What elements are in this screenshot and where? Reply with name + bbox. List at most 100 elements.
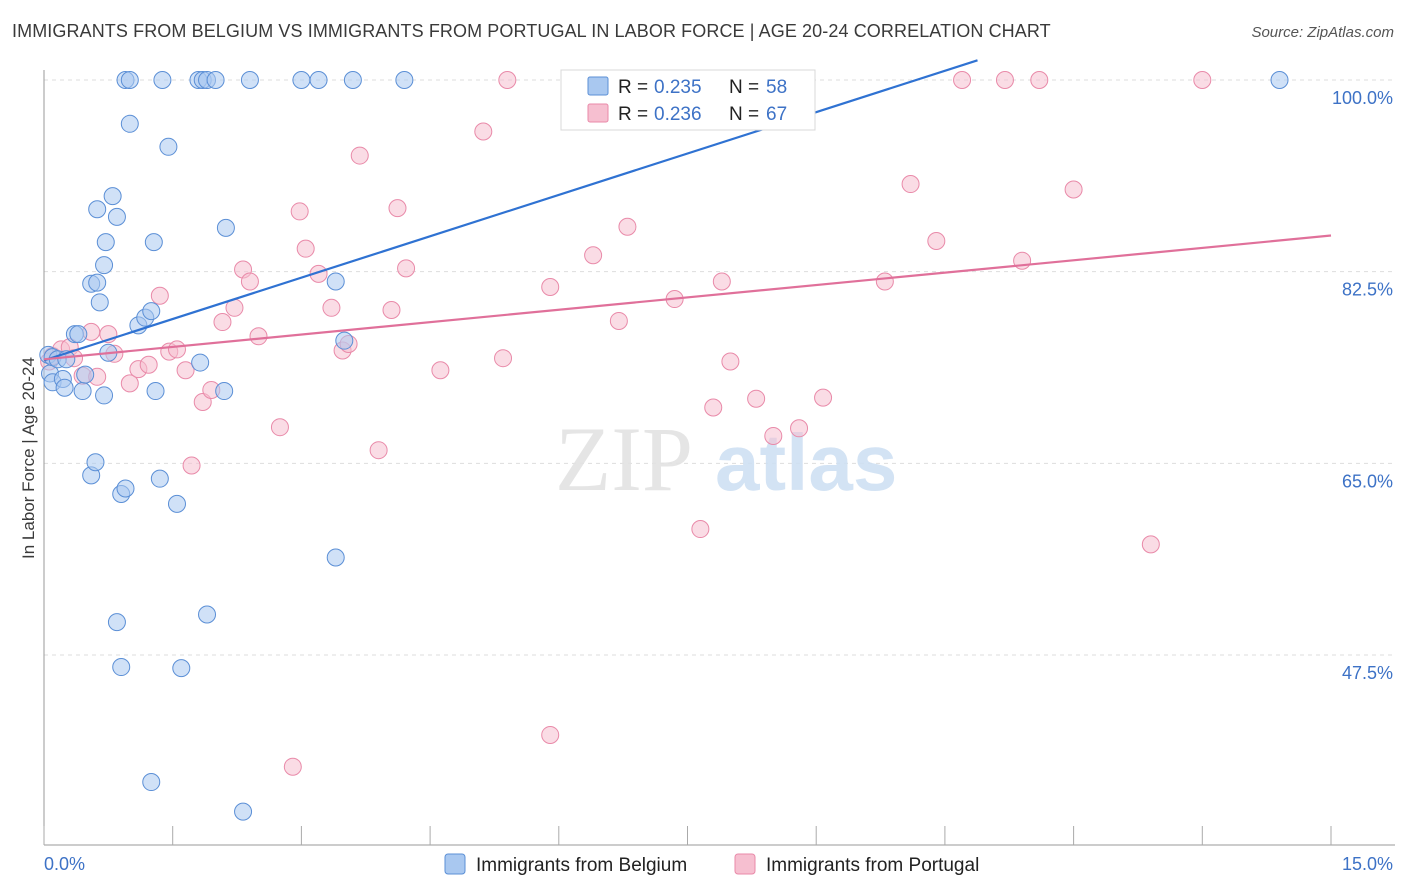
legend-n-label-belgium: N = <box>729 77 759 98</box>
portugal-point <box>240 272 259 291</box>
legend-n-value-belgium: 58 <box>766 77 787 98</box>
x-tick-label-max: 15.0% <box>1342 854 1393 874</box>
x-ticks <box>43 826 1332 845</box>
portugal-point <box>901 175 920 194</box>
portugal-point <box>1064 180 1083 199</box>
portugal-point <box>1193 71 1212 89</box>
belgium-point <box>309 71 328 89</box>
portugal-point <box>213 313 232 332</box>
portugal-point <box>747 389 766 408</box>
portugal-point <box>995 71 1014 89</box>
portugal-point <box>283 757 302 776</box>
belgium-point <box>343 71 362 89</box>
chart-title: IMMIGRANTS FROM BELGIUM VS IMMIGRANTS FR… <box>12 21 1051 41</box>
portugal-point <box>120 374 139 393</box>
legend-r-label-belgium: R = <box>618 77 648 98</box>
belgium-point <box>86 453 105 472</box>
trend-lines <box>43 59 1332 362</box>
portugal-trend-line <box>43 234 1332 361</box>
belgium-point <box>159 137 178 156</box>
portugal-point <box>609 311 628 330</box>
belgium-point <box>96 233 115 252</box>
y-tick-label: 100.0% <box>1332 88 1393 108</box>
legend-n-value-portugal: 67 <box>766 104 787 125</box>
series-legend-swatch-portugal <box>734 853 756 875</box>
belgium-point <box>76 365 95 384</box>
belgium-point <box>153 71 172 89</box>
y-tick-labels: 100.0% 82.5% 65.0% 47.5% <box>1332 88 1393 683</box>
y-axis-label: In Labor Force | Age 20-24 <box>19 357 38 559</box>
portugal-point <box>712 272 731 291</box>
belgium-point <box>95 256 114 275</box>
portugal-point <box>167 340 186 359</box>
belgium-point <box>234 802 253 821</box>
belgium-point <box>107 613 126 632</box>
portugal-point <box>1141 535 1160 554</box>
stats-legend: R = 0.235 N = 58 R = 0.236 N = 67 <box>560 69 816 131</box>
portugal-point <box>322 298 341 317</box>
belgium-point <box>240 71 259 89</box>
chart-source: Source: ZipAtlas.com <box>1251 24 1394 41</box>
portugal-point <box>350 146 369 165</box>
y-tick-label: 47.5% <box>1342 663 1393 683</box>
belgium-point <box>326 272 345 291</box>
belgium-point <box>90 293 109 312</box>
portugal-point <box>290 202 309 221</box>
portugal-point <box>953 71 972 89</box>
portugal-point <box>474 122 493 141</box>
legend-r-label-portugal: R = <box>618 104 648 125</box>
y-tick-label: 65.0% <box>1342 471 1393 491</box>
belgium-point <box>146 382 165 401</box>
portugal-point <box>790 419 809 438</box>
portugal-point <box>721 352 740 371</box>
portugal-point <box>249 327 268 346</box>
belgium-point <box>1270 71 1289 89</box>
legend-n-label-portugal: N = <box>729 104 759 125</box>
legend-r-value-portugal: 0.236 <box>654 104 702 125</box>
portugal-point <box>176 361 195 380</box>
belgium-point <box>167 494 186 513</box>
belgium-point <box>335 331 354 350</box>
portugal-point <box>388 199 407 218</box>
portugal-point <box>1030 71 1049 89</box>
belgium-point <box>216 218 235 237</box>
series-legend: Immigrants from Belgium Immigrants from … <box>444 853 979 876</box>
belgium-point <box>120 114 139 133</box>
belgium-point <box>172 659 191 678</box>
belgium-point <box>150 469 169 488</box>
portugal-point <box>369 441 388 460</box>
series-legend-label-belgium: Immigrants from Belgium <box>476 855 687 876</box>
belgium-point <box>69 325 88 344</box>
belgium-point <box>326 548 345 567</box>
belgium-point <box>292 71 311 89</box>
belgium-point <box>103 187 122 206</box>
belgium-trend-line <box>43 59 978 362</box>
portugal-point <box>875 272 894 291</box>
grid-lines <box>44 79 1395 656</box>
belgium-point <box>107 207 126 226</box>
portugal-point <box>704 398 723 417</box>
series-legend-label-portugal: Immigrants from Portugal <box>766 855 979 876</box>
belgium-point <box>191 353 210 372</box>
portugal-point <box>927 232 946 250</box>
belgium-point <box>88 273 107 292</box>
portugal-point <box>431 361 450 380</box>
belgium-point <box>88 200 107 219</box>
portugal-point <box>270 418 289 437</box>
portugal-point <box>584 246 603 265</box>
watermark-zip: ZIP <box>555 408 693 510</box>
belgium-point <box>198 605 217 624</box>
legend-r-value-belgium: 0.235 <box>654 77 702 98</box>
portugal-point <box>541 725 560 744</box>
portugal-point <box>618 217 637 236</box>
y-tick-label: 82.5% <box>1342 280 1393 300</box>
x-tick-label-min: 0.0% <box>44 854 85 874</box>
portugal-point <box>541 278 560 296</box>
portugal-point <box>139 355 158 374</box>
portugal-point <box>691 520 710 539</box>
belgium-point <box>55 378 74 397</box>
belgium-point <box>215 382 234 401</box>
belgium-point <box>116 479 135 498</box>
belgium-point <box>142 302 161 321</box>
belgium-point <box>95 386 114 405</box>
